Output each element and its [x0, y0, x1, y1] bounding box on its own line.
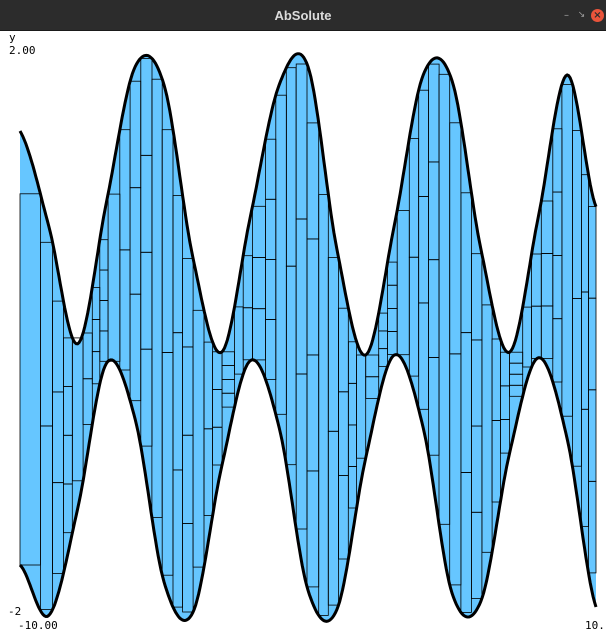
x-max-label: 10. — [585, 619, 605, 632]
upper-boundary-curve — [18, 52, 598, 357]
maximize-icon[interactable]: ↘ — [577, 10, 586, 20]
close-icon[interactable]: × — [591, 9, 604, 22]
solution-box — [306, 122, 320, 240]
solution-plot — [18, 52, 598, 623]
band-fill — [20, 53, 596, 622]
solution-box — [356, 354, 367, 459]
solution-band — [20, 53, 596, 622]
window-title: AbSolute — [274, 8, 332, 23]
solution-box — [588, 206, 597, 299]
y-axis-label: y — [9, 31, 16, 44]
y-min-label: -2 — [8, 605, 22, 618]
solution-box — [182, 258, 194, 348]
y-max-label: 2.00 — [9, 44, 36, 57]
solution-box — [470, 253, 483, 341]
minimize-icon[interactable]: – — [564, 10, 569, 21]
window-titlebar[interactable]: AbSolute – ↘ × — [0, 0, 606, 31]
x-min-label: -10.00 — [18, 619, 58, 632]
lower-boundary-curve — [18, 353, 598, 623]
solution-boxes — [19, 57, 597, 616]
